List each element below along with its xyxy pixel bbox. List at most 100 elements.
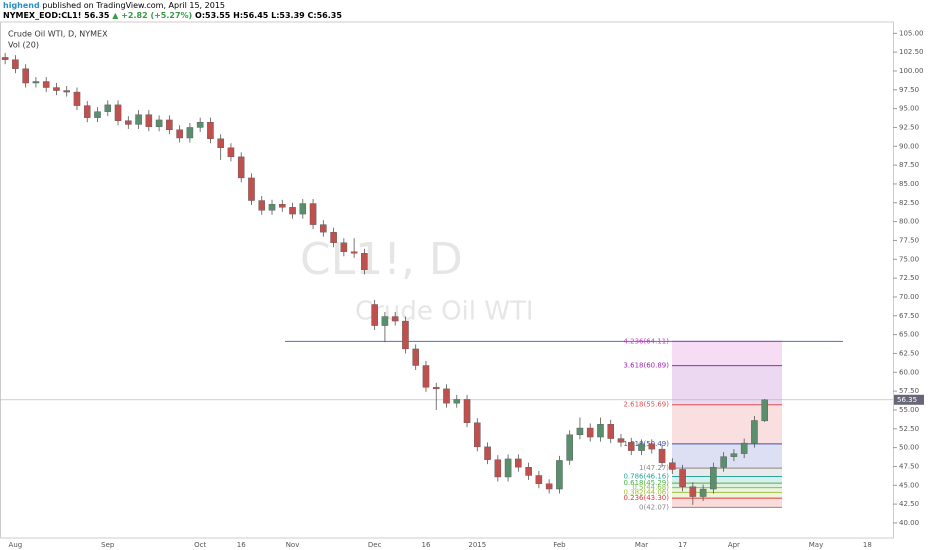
candle-body	[361, 253, 368, 271]
x-tick-label: Nov	[286, 541, 300, 549]
candle-body	[535, 475, 543, 484]
candle-body	[443, 388, 450, 404]
candle-body	[669, 462, 676, 470]
watermark: CL1!, D	[300, 234, 463, 285]
y-tick-label: 50.00	[899, 444, 919, 452]
candle-body	[474, 422, 481, 448]
candle-body	[751, 420, 758, 444]
published: published on TradingView.com, April 15, …	[42, 1, 225, 10]
x-tick-label: 16	[237, 541, 246, 549]
candle-body	[12, 59, 19, 69]
fib-label: 1.618(50.49)	[623, 440, 669, 448]
candle-body	[658, 448, 666, 463]
candle-body	[607, 424, 615, 439]
indicator: Vol (20)	[8, 41, 39, 50]
fib-zone	[672, 476, 782, 484]
y-tick-label: 97.50	[899, 86, 919, 94]
candle-body	[412, 348, 419, 366]
candle-body	[63, 90, 70, 93]
x-tick-label: 18	[863, 541, 872, 549]
candle-body	[186, 127, 194, 139]
candle-body	[586, 427, 594, 438]
y-tick-label: 57.50	[899, 387, 919, 395]
high: H:56.45	[233, 11, 269, 20]
x-tick-label: Mar	[635, 541, 648, 549]
candle-body	[638, 443, 645, 451]
candle-body	[227, 147, 235, 158]
candle-body	[278, 204, 286, 208]
y-tick-label: 70.00	[899, 293, 919, 301]
x-tick-label: Apr	[728, 541, 740, 549]
candle-body	[463, 399, 471, 423]
candle-body	[166, 119, 173, 130]
plot-frame	[0, 21, 894, 539]
y-tick-label: 62.50	[899, 349, 919, 357]
candle-body	[597, 424, 604, 438]
candle-body	[330, 231, 337, 243]
header: highend published on TradingView.com, Ap…	[0, 0, 932, 22]
x-tick-label: Aug	[9, 541, 23, 549]
quote-line: NYMEX_EOD:CL1! 56.35 ▲ +2.82 (+5.27%) O:…	[3, 11, 929, 21]
candle-body	[248, 177, 255, 201]
fib-zone	[672, 468, 782, 477]
candle-body	[299, 203, 307, 215]
candle-body	[320, 224, 327, 233]
y-tick-label: 80.00	[899, 218, 919, 226]
x-tick-label: May	[809, 541, 823, 549]
y-tick-label: 65.00	[899, 331, 919, 339]
candle-body	[73, 91, 81, 106]
fib-label: 0.618(45.29)	[623, 479, 669, 487]
y-tick-label: 47.50	[899, 462, 919, 470]
candle-body	[125, 120, 132, 125]
x-tick-label: 16	[422, 541, 431, 549]
open: O:53.55	[195, 11, 231, 20]
candle-body	[32, 81, 40, 84]
candle-body	[648, 443, 656, 450]
candle-body	[289, 207, 296, 215]
y-tick-label: 82.50	[899, 199, 919, 207]
fib-zone	[672, 341, 782, 366]
fib-zone	[672, 492, 782, 499]
change: ▲ +2.82 (+5.27%)	[112, 11, 193, 20]
x-tick-label: Sep	[101, 541, 115, 549]
candle-body	[617, 438, 625, 443]
candle-body	[566, 434, 573, 461]
fib-zone	[672, 443, 782, 469]
last-price-label: 56.35	[897, 396, 917, 404]
x-tick-label: Feb	[553, 541, 566, 549]
candle-body	[371, 304, 378, 326]
candle-body	[484, 446, 491, 460]
candle-body	[350, 251, 358, 254]
y-tick-label: 75.00	[899, 255, 919, 263]
y-tick-label: 67.50	[899, 312, 919, 320]
candle-body	[207, 121, 214, 139]
candle-body	[402, 320, 409, 350]
y-tick-label: 100.00	[899, 67, 924, 75]
candle-body	[453, 399, 461, 404]
candle-body	[627, 442, 635, 451]
low: L:53.39	[271, 11, 305, 20]
candle-body	[53, 87, 60, 91]
y-tick-label: 105.00	[899, 29, 924, 37]
close: C:56.35	[307, 11, 342, 20]
fib-zone	[672, 498, 782, 508]
candle-body	[730, 453, 738, 457]
x-tick-label: 17	[678, 541, 687, 549]
x-tick-label: Dec	[368, 541, 382, 549]
candle-body	[710, 466, 717, 490]
x-tick-label: Oct	[194, 541, 206, 549]
y-tick-label: 87.50	[899, 161, 919, 169]
y-tick-label: 72.50	[899, 274, 919, 282]
y-tick-label: 45.00	[899, 481, 919, 489]
y-tick-label: 102.50	[899, 48, 924, 56]
fib-label: 0.236(43.30)	[623, 494, 669, 502]
chart-title: Crude Oil WTI, D, NYMEX	[8, 30, 108, 39]
candle-body	[258, 200, 266, 211]
candle-body	[679, 469, 686, 487]
candle-body	[515, 458, 522, 468]
candle-body	[155, 119, 163, 127]
y-tick-label: 52.50	[899, 425, 919, 433]
fib-zone	[672, 487, 782, 493]
